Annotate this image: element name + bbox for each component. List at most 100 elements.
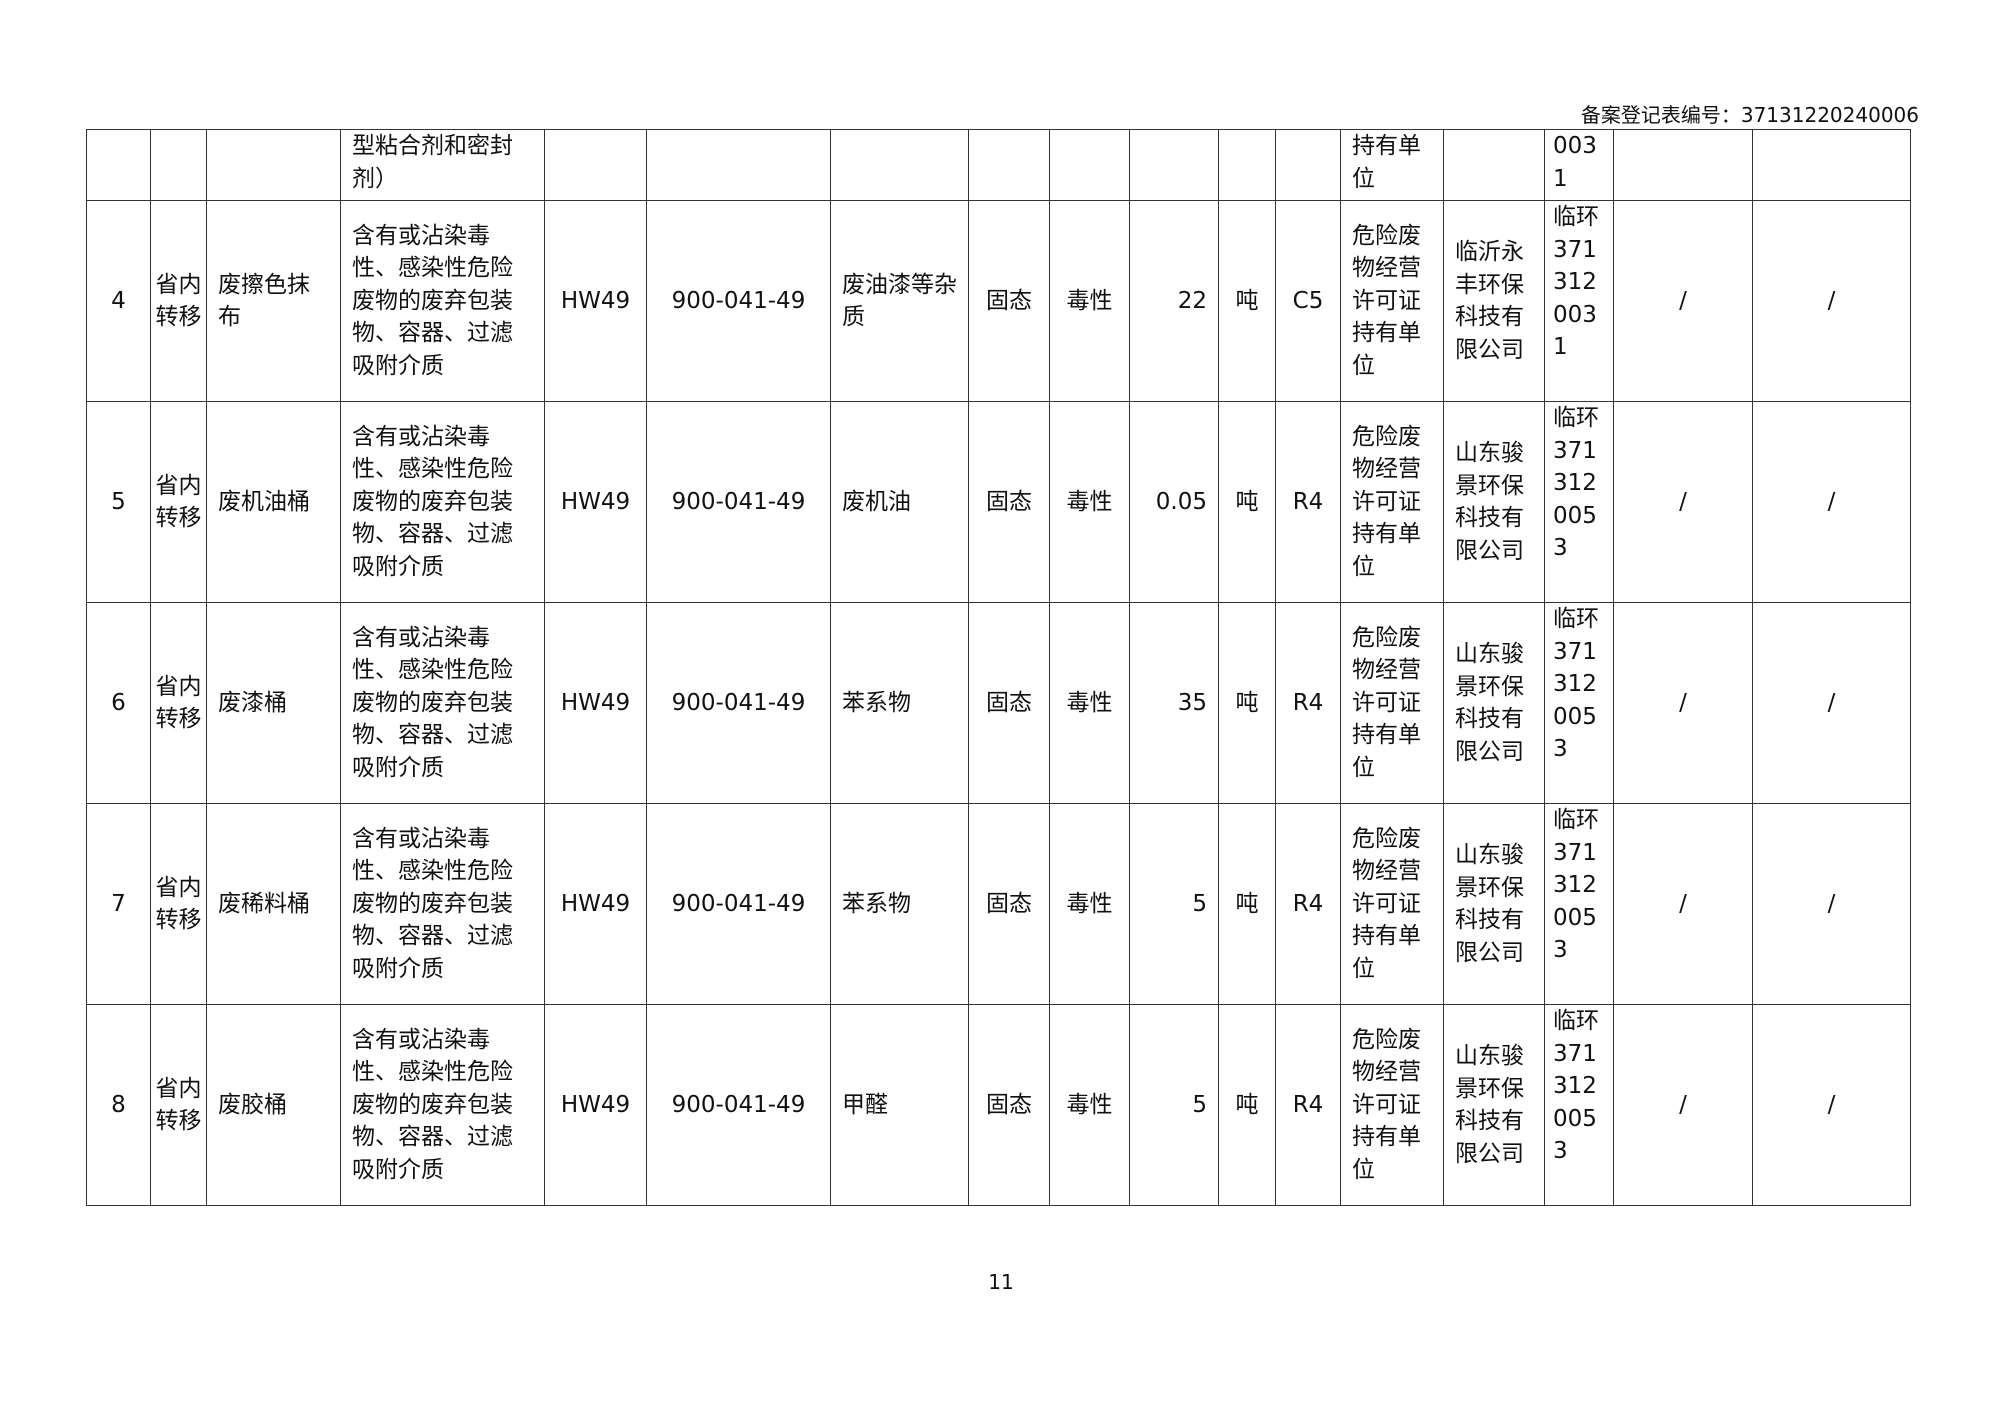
- cell-receiver: 山东骏景环保科技有限公司: [1443, 602, 1545, 804]
- cell-name: 废擦色抹布: [206, 200, 341, 402]
- table-cell: 持有单位: [1340, 129, 1444, 201]
- table-cell: [544, 129, 647, 201]
- table-cell: [646, 129, 831, 201]
- table-cell: [830, 129, 969, 201]
- cell-component: 废油漆等杂质: [830, 200, 969, 402]
- cell-qty: 22: [1129, 200, 1219, 402]
- table-cell: [206, 129, 341, 201]
- cell-receiver: 山东骏景环保科技有限公司: [1443, 401, 1545, 603]
- cell-form: 固态: [968, 1004, 1050, 1206]
- cell-component: 苯系物: [830, 803, 969, 1005]
- cell-transfer: 省内转移: [150, 602, 207, 804]
- cell-col17: /: [1752, 200, 1911, 402]
- table-row: 7 省内转移 废稀料桶 含有或沾染毒性、感染性危险废物的废弃包装物、容器、过滤吸附介质…: [86, 803, 1911, 1005]
- cell-category: HW49: [544, 401, 647, 603]
- cell-col17: /: [1752, 803, 1911, 1005]
- cell-form: 固态: [968, 200, 1050, 402]
- cell-transfer: 省内转移: [150, 401, 207, 603]
- cell-col17: /: [1752, 1004, 1911, 1206]
- cell-desc: 含有或沾染毒性、感染性危险废物的废弃包装物、容器、过滤吸附介质: [340, 602, 545, 804]
- cell-hazard: 毒性: [1049, 1004, 1130, 1206]
- cell-qty: 5: [1129, 1004, 1219, 1206]
- cell-no: 6: [86, 602, 151, 804]
- cell-unit: 吨: [1218, 602, 1276, 804]
- cell-receiver: 临沂永丰环保科技有限公司: [1443, 200, 1545, 402]
- cell-transfer: 省内转移: [150, 1004, 207, 1206]
- table-cell: [86, 129, 151, 201]
- cell-license: 临环3713120053: [1544, 401, 1614, 603]
- cell-category: HW49: [544, 602, 647, 804]
- cell-method: R4: [1275, 401, 1341, 603]
- cell-name: 废机油桶: [206, 401, 341, 603]
- cell-no: 5: [86, 401, 151, 603]
- cell-license: 临环3713120053: [1544, 803, 1614, 1005]
- table-row: 5 省内转移 废机油桶 含有或沾染毒性、感染性危险废物的废弃包装物、容器、过滤吸附介质…: [86, 401, 1911, 603]
- table-cell: [968, 129, 1050, 201]
- cell-unit-type: 危险废物经营许可证持有单位: [1340, 602, 1444, 804]
- cell-unit-type: 危险废物经营许可证持有单位: [1340, 803, 1444, 1005]
- cell-unit: 吨: [1218, 1004, 1276, 1206]
- table-row: 8 省内转移 废胶桶 含有或沾染毒性、感染性危险废物的废弃包装物、容器、过滤吸附介质 H…: [86, 1004, 1911, 1206]
- cell-license: 临环3713120053: [1544, 602, 1614, 804]
- cell-code: 900-041-49: [646, 602, 831, 804]
- cell-desc: 含有或沾染毒性、感染性危险废物的废弃包装物、容器、过滤吸附介质: [340, 401, 545, 603]
- cell-category: HW49: [544, 200, 647, 402]
- cell-category: HW49: [544, 803, 647, 1005]
- cell-unit-type: 危险废物经营许可证持有单位: [1340, 401, 1444, 603]
- cell-col17: /: [1752, 602, 1911, 804]
- cell-receiver: 山东骏景环保科技有限公司: [1443, 1004, 1545, 1206]
- table-cell: 型粘合剂和密封剂）: [340, 129, 545, 201]
- cell-hazard: 毒性: [1049, 200, 1130, 402]
- cell-hazard: 毒性: [1049, 602, 1130, 804]
- table-cell: [1613, 129, 1753, 201]
- cell-code: 900-041-49: [646, 803, 831, 1005]
- table-row: 4 省内转移 废擦色抹布 含有或沾染毒性、感染性危险废物的废弃包装物、容器、过滤吸附介…: [86, 200, 1911, 402]
- registration-number: 备案登记表编号：37131220240006: [1580, 103, 1919, 127]
- cell-col16: /: [1613, 200, 1753, 402]
- cell-name: 废漆桶: [206, 602, 341, 804]
- table-cell: [1129, 129, 1219, 201]
- table-cell: [1443, 129, 1545, 201]
- cell-component: 甲醛: [830, 1004, 969, 1206]
- cell-component: 苯系物: [830, 602, 969, 804]
- cell-name: 废胶桶: [206, 1004, 341, 1206]
- cell-code: 900-041-49: [646, 200, 831, 402]
- cell-transfer: 省内转移: [150, 803, 207, 1005]
- cell-hazard: 毒性: [1049, 401, 1130, 603]
- cell-method: C5: [1275, 200, 1341, 402]
- cell-qty: 5: [1129, 803, 1219, 1005]
- cell-component: 废机油: [830, 401, 969, 603]
- cell-code: 900-041-49: [646, 1004, 831, 1206]
- hazardous-waste-table: 型粘合剂和密封剂） 持有单位 0031 4 省内转移 废擦色抹布 含有或沾染毒性、感染性危险…: [86, 129, 1911, 1206]
- cell-no: 8: [86, 1004, 151, 1206]
- table-cell: [1752, 129, 1911, 201]
- cell-method: R4: [1275, 602, 1341, 804]
- cell-col16: /: [1613, 401, 1753, 603]
- cell-no: 7: [86, 803, 151, 1005]
- cell-col16: /: [1613, 1004, 1753, 1206]
- cell-method: R4: [1275, 1004, 1341, 1206]
- cell-unit: 吨: [1218, 200, 1276, 402]
- cell-col17: /: [1752, 401, 1911, 603]
- table-cell: [1275, 129, 1341, 201]
- cell-license: 临环3713120031: [1544, 200, 1614, 402]
- cell-desc: 含有或沾染毒性、感染性危险废物的废弃包装物、容器、过滤吸附介质: [340, 1004, 545, 1206]
- cell-unit-type: 危险废物经营许可证持有单位: [1340, 200, 1444, 402]
- cell-no: 4: [86, 200, 151, 402]
- cell-code: 900-041-49: [646, 401, 831, 603]
- cell-unit-type: 危险废物经营许可证持有单位: [1340, 1004, 1444, 1206]
- cell-form: 固态: [968, 401, 1050, 603]
- cell-form: 固态: [968, 602, 1050, 804]
- cell-form: 固态: [968, 803, 1050, 1005]
- cell-desc: 含有或沾染毒性、感染性危险废物的废弃包装物、容器、过滤吸附介质: [340, 803, 545, 1005]
- table-cell: 0031: [1544, 129, 1614, 201]
- cell-category: HW49: [544, 1004, 647, 1206]
- cell-desc: 含有或沾染毒性、感染性危险废物的废弃包装物、容器、过滤吸附介质: [340, 200, 545, 402]
- cell-license: 临环3713120053: [1544, 1004, 1614, 1206]
- cell-receiver: 山东骏景环保科技有限公司: [1443, 803, 1545, 1005]
- cell-hazard: 毒性: [1049, 803, 1130, 1005]
- cell-qty: 35: [1129, 602, 1219, 804]
- table-cell: [150, 129, 207, 201]
- table-row: 6 省内转移 废漆桶 含有或沾染毒性、感染性危险废物的废弃包装物、容器、过滤吸附介质 H…: [86, 602, 1911, 804]
- table-row-continued: 型粘合剂和密封剂） 持有单位 0031: [86, 129, 1911, 201]
